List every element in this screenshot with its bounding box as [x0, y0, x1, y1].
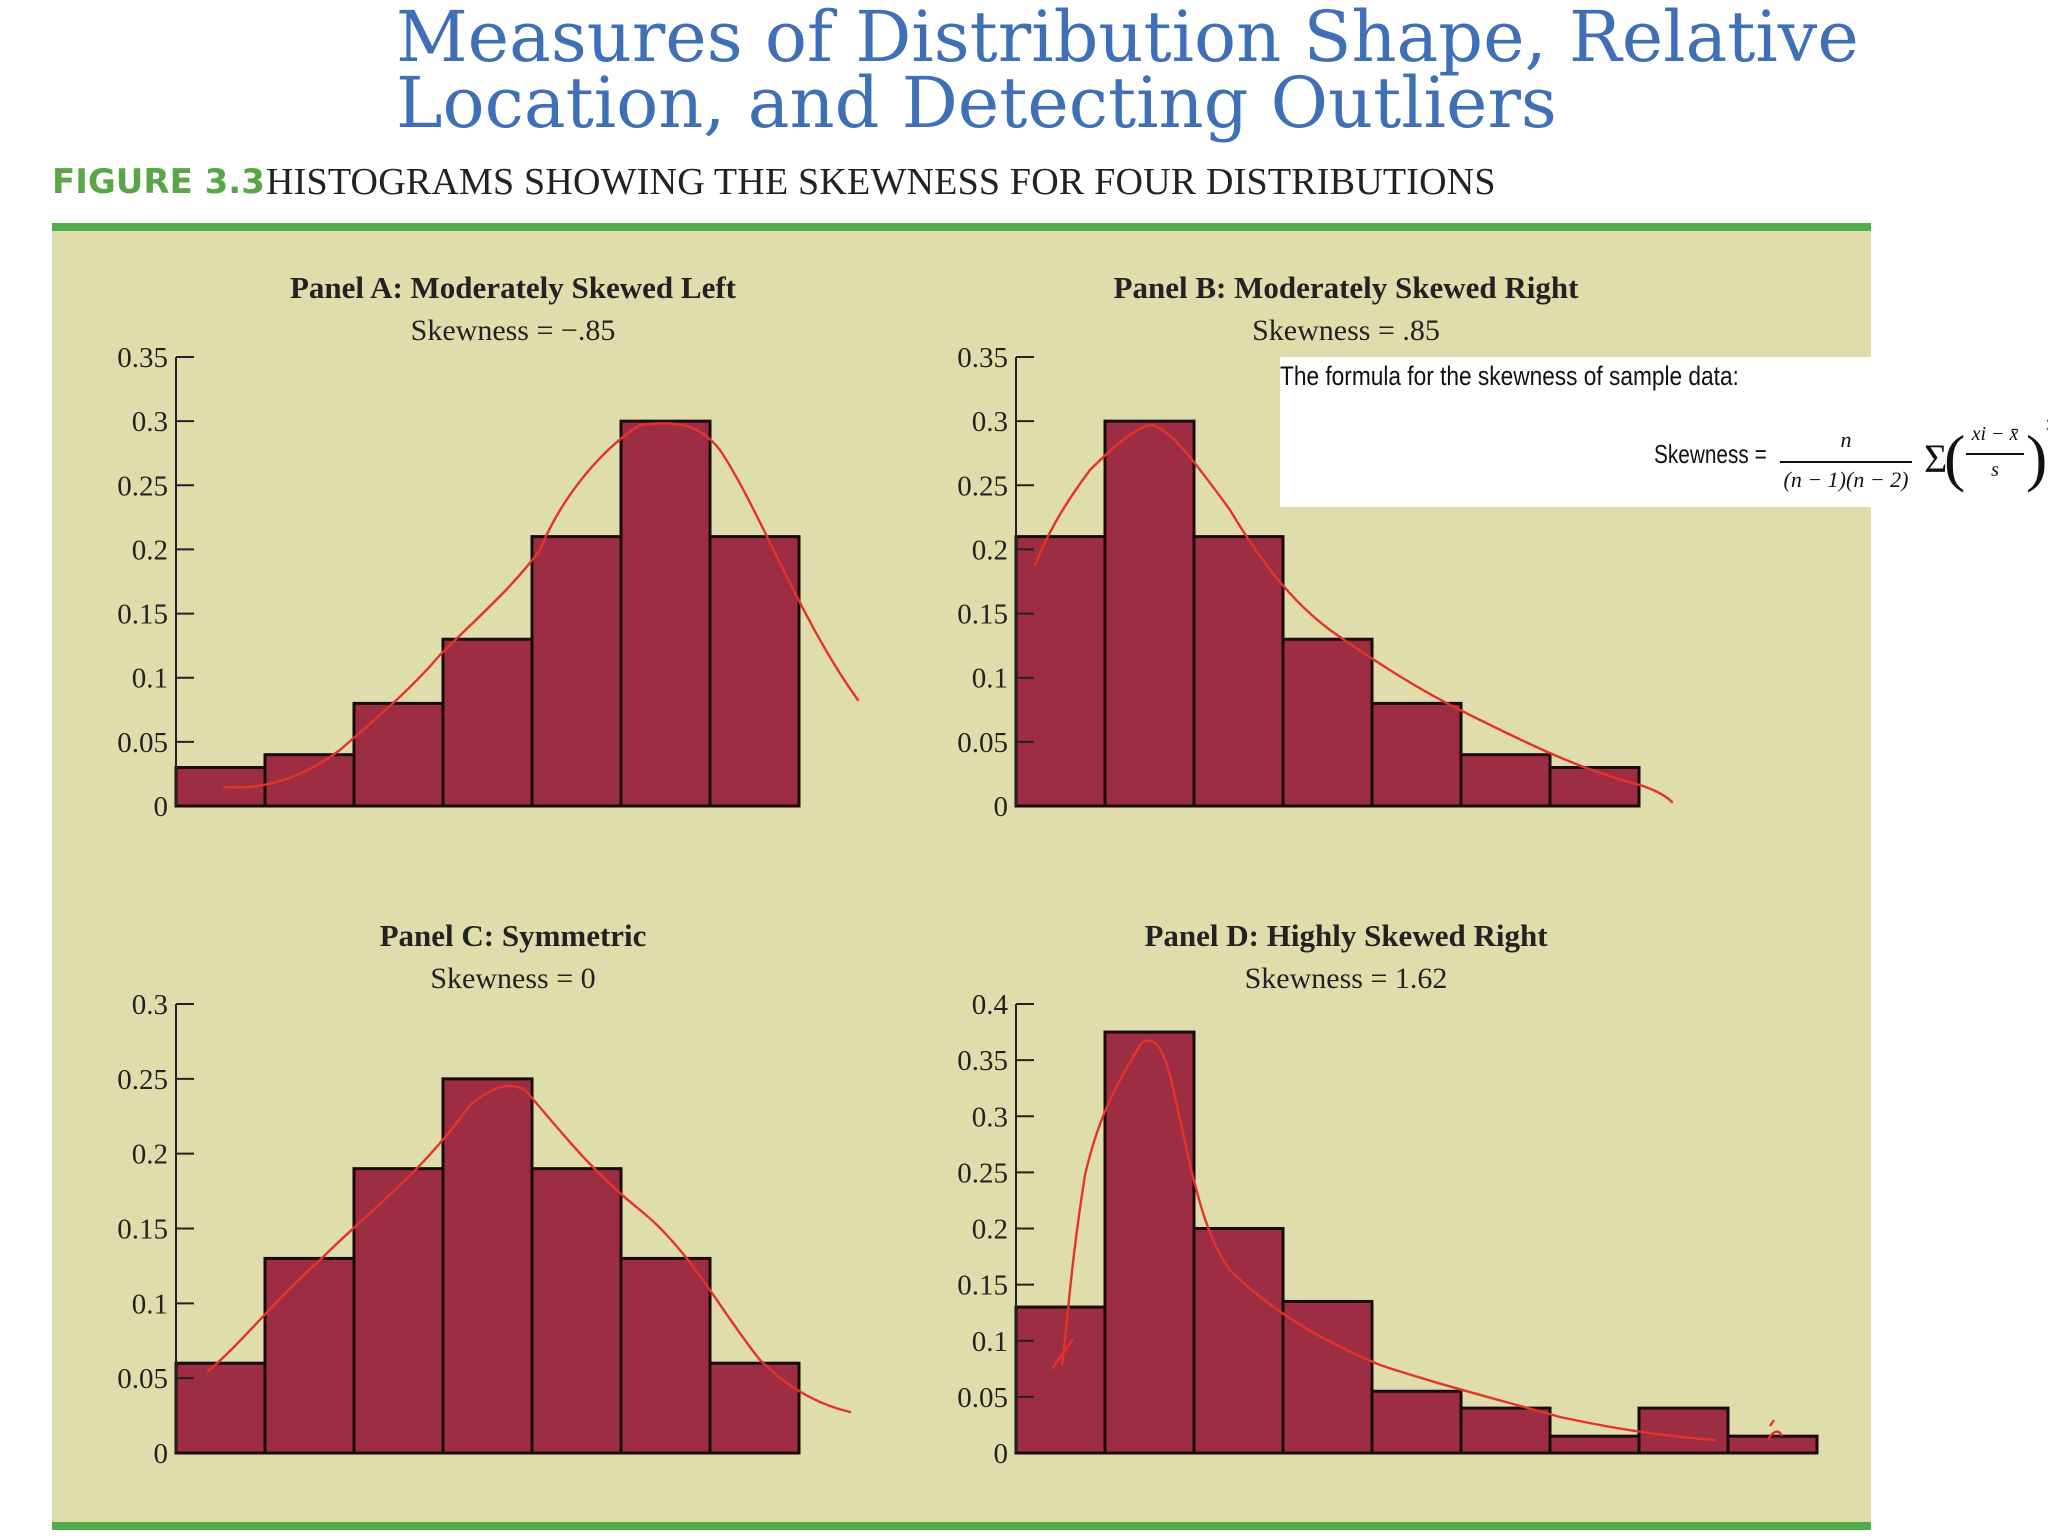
y-tick-label: 0.3 — [132, 406, 168, 438]
formula-sigma: Σ — [1924, 436, 1948, 481]
formula-exponent: 3 — [2046, 417, 2048, 435]
histogram-bar — [441, 1077, 534, 1455]
panel-skewness-label: Skewness = 1.62 — [1245, 962, 1448, 995]
y-tick-label: 0.05 — [117, 1363, 168, 1395]
formula-fraction-bar — [1780, 461, 1912, 463]
formula-denominator: (n − 1)(n − 2) — [1783, 467, 1909, 492]
histogram-bar — [708, 535, 801, 808]
y-tick-label: 0.2 — [972, 534, 1008, 566]
histogram-bar — [1637, 1406, 1730, 1455]
histogram-bar — [1014, 1305, 1107, 1455]
slide-title-line-1: Measures of Distribution Shape, Relative — [396, 0, 1859, 78]
y-tick-label: 0 — [154, 791, 169, 823]
histogram-bar — [263, 753, 356, 808]
histogram-bar — [619, 1256, 712, 1455]
formula-intro: The formula for the skewness of sample d… — [1280, 361, 1739, 391]
hand-drawn-curve — [1033, 423, 1674, 804]
figure-caption: HISTOGRAMS SHOWING THE SKEWNESS FOR FOUR… — [266, 161, 1496, 203]
histogram-bar — [530, 1167, 623, 1455]
slide-title-line-2: Location, and Detecting Outliers — [396, 62, 1557, 144]
panel-title: Panel D: Highly Skewed Right — [1144, 918, 1548, 953]
histogram-panel-c: Panel C: Symmetric Skewness = 0 0 0.05 0.1 0.… — [117, 918, 852, 1470]
histogram-bar — [1370, 1389, 1463, 1455]
histogram-panel-d: Panel D: Highly Skewed Right Skewness = 1… — [957, 918, 1819, 1470]
formula-right-paren: ) — [2026, 422, 2048, 493]
y-tick-label: 0.25 — [117, 1064, 168, 1096]
hand-drawn-curve — [206, 1084, 852, 1414]
y-tick-label: 0 — [154, 1438, 169, 1470]
y-tick-label: 0.05 — [957, 1382, 1008, 1414]
y-tick-label: 0.3 — [132, 989, 168, 1021]
y-tick-label: 0.3 — [972, 406, 1008, 438]
panel-title: Panel A: Moderately Skewed Left — [290, 270, 737, 305]
y-tick-label: 0.25 — [957, 470, 1008, 502]
y-tick-label: 0.05 — [957, 727, 1008, 759]
y-tick-label: 0.2 — [972, 1214, 1008, 1246]
histogram-bar — [1281, 1299, 1374, 1455]
y-tick-label: 0.15 — [117, 1214, 168, 1246]
panel-skewness-label: Skewness = 0 — [430, 962, 595, 995]
histogram-bar — [1548, 766, 1641, 808]
formula-inner-fraction-bar — [1966, 453, 2024, 455]
panel-skewness-label: Skewness = .85 — [1252, 314, 1440, 347]
y-tick-label: 0.25 — [957, 1157, 1008, 1189]
bottom-rule — [52, 1522, 1871, 1530]
y-tick-label: 0.25 — [117, 470, 168, 502]
y-tick-label: 0.1 — [972, 1326, 1008, 1358]
histogram-panel-a: Panel A: Moderately Skewed Left Skewness … — [117, 270, 860, 823]
formula-inner-numerator: xi − x̄ — [1971, 423, 2019, 445]
y-tick-label: 0.15 — [957, 599, 1008, 631]
y-tick-label: 0 — [994, 791, 1009, 823]
y-tick-label: 0.1 — [972, 663, 1008, 695]
histogram-bar — [1192, 1227, 1285, 1455]
histogram-bar — [1459, 753, 1552, 808]
y-tick-label: 0.2 — [132, 534, 168, 566]
histogram-bar — [1726, 1434, 1819, 1455]
histogram-bar — [352, 701, 445, 808]
hand-drawn-curve — [1051, 1039, 1717, 1442]
y-tick-label: 0.05 — [117, 727, 168, 759]
y-tick-label: 0 — [994, 1438, 1009, 1470]
histogram-bar — [1192, 535, 1285, 808]
histogram-bar — [1281, 637, 1374, 808]
y-tick-label: 0.2 — [132, 1139, 168, 1171]
y-tick-label: 0.15 — [957, 1270, 1008, 1302]
y-tick-label: 0.35 — [117, 342, 168, 374]
histogram-bar — [1103, 419, 1196, 808]
hand-drawn-curve — [222, 422, 860, 789]
y-tick-label: 0.35 — [957, 342, 1008, 374]
histogram-bar — [441, 637, 534, 808]
formula-numerator: n — [1840, 427, 1852, 452]
formula-lhs: Skewness = — [1654, 439, 1767, 469]
histogram-panel-b: Panel B: Moderately Skewed Right Skewness… — [957, 270, 1674, 823]
histogram-bar — [352, 1167, 445, 1455]
panel-skewness-label: Skewness = −.85 — [411, 314, 616, 347]
histogram-bar — [1459, 1406, 1552, 1455]
y-tick-label: 0.1 — [132, 1288, 168, 1320]
histogram-bar — [174, 1361, 267, 1455]
panel-title: Panel B: Moderately Skewed Right — [1114, 270, 1580, 305]
histogram-bar — [619, 419, 712, 808]
y-tick-label: 0.1 — [132, 663, 168, 695]
histogram-bar — [708, 1361, 801, 1455]
annotation-mark — [1766, 1419, 1784, 1441]
y-tick-label: 0.15 — [117, 599, 168, 631]
histogram-bar — [1103, 1030, 1196, 1455]
panel-title: Panel C: Symmetric — [380, 918, 647, 953]
slide-title: Measures of Distribution Shape, Relative… — [396, 0, 1996, 144]
histogram-bar — [263, 1256, 356, 1455]
formula-inner-denominator: s — [1991, 459, 1999, 481]
y-tick-label: 0.35 — [957, 1045, 1008, 1077]
formula-left-paren: ( — [1944, 422, 1966, 493]
figure-label: FIGURE 3.3 — [52, 162, 265, 202]
formula-note: The formula for the skewness of sample d… — [1280, 357, 2048, 507]
histogram-bar — [1370, 701, 1463, 808]
histogram-bar — [1014, 535, 1107, 808]
y-tick-label: 0.3 — [972, 1101, 1008, 1133]
histogram-bar — [530, 535, 623, 808]
y-tick-label: 0.4 — [972, 989, 1009, 1021]
histogram-bar — [1548, 1434, 1641, 1455]
top-rule — [52, 223, 1871, 231]
